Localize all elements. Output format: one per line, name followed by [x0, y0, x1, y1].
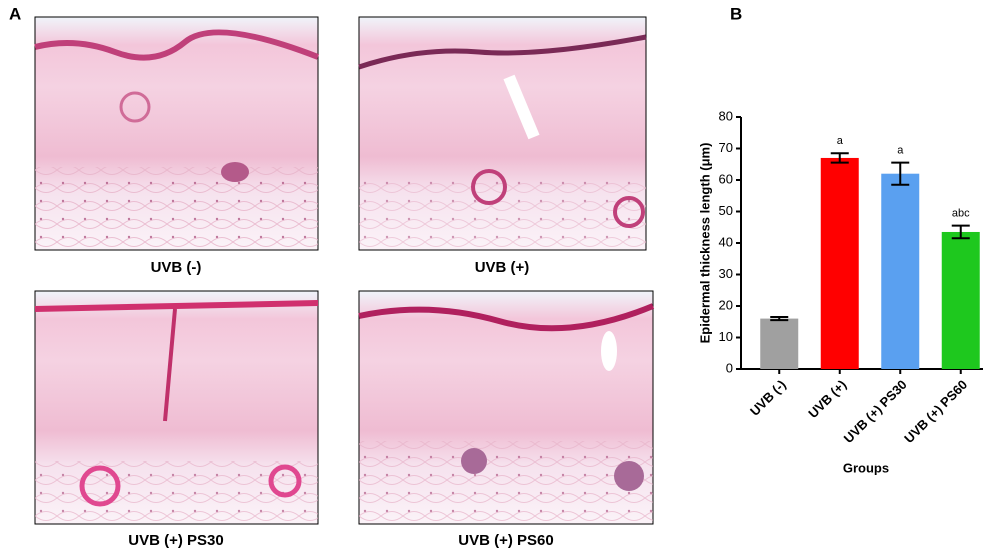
panel-label: A — [9, 4, 21, 23]
histology-image — [358, 290, 655, 525]
bar — [820, 157, 859, 369]
y-tick-label: 30 — [719, 266, 733, 281]
bar — [941, 231, 980, 369]
y-tick-label: 50 — [719, 203, 733, 218]
error-bar — [770, 316, 789, 322]
significance-label: abc — [952, 208, 970, 220]
bar — [760, 318, 799, 369]
x-axis-label: Groups — [843, 460, 889, 475]
histology-panels — [34, 16, 655, 525]
significance-label: a — [837, 135, 844, 147]
image-caption: UVB (+) PS60 — [458, 532, 553, 549]
y-tick-label: 10 — [719, 329, 733, 344]
panel-label: B — [730, 4, 742, 23]
histology-image — [34, 290, 319, 525]
error-bar — [891, 161, 910, 186]
x-tick-label: UVB (+) PS30 — [841, 377, 910, 446]
error-bar — [830, 152, 849, 164]
y-tick-label: 0 — [726, 360, 733, 375]
image-caption: UVB (+) PS30 — [128, 532, 223, 549]
image-caption: UVB (+) — [475, 259, 530, 276]
y-tick-label: 70 — [719, 140, 733, 155]
y-tick-label: 40 — [719, 234, 733, 249]
error-bar — [951, 224, 970, 240]
x-tick-label: UVB (+) — [805, 377, 849, 421]
histology-image — [34, 16, 320, 251]
y-tick-label: 80 — [719, 108, 733, 123]
y-tick-label: 20 — [719, 297, 733, 312]
y-tick-label: 60 — [719, 171, 733, 186]
x-tick-label: UVB (-) — [747, 377, 789, 419]
bar-chart: 0 10 20 30 40 50 60 70 80 UVB (-) a UVB (+) a UVB (+)… — [719, 108, 983, 446]
histology-image — [358, 16, 647, 251]
x-tick-label: UVB (+) PS60 — [901, 377, 970, 446]
significance-label: a — [897, 145, 904, 157]
y-axis-label: Epidermal thickness length (μm) — [697, 143, 712, 344]
image-caption: UVB (-) — [151, 259, 202, 276]
bar — [881, 173, 920, 369]
